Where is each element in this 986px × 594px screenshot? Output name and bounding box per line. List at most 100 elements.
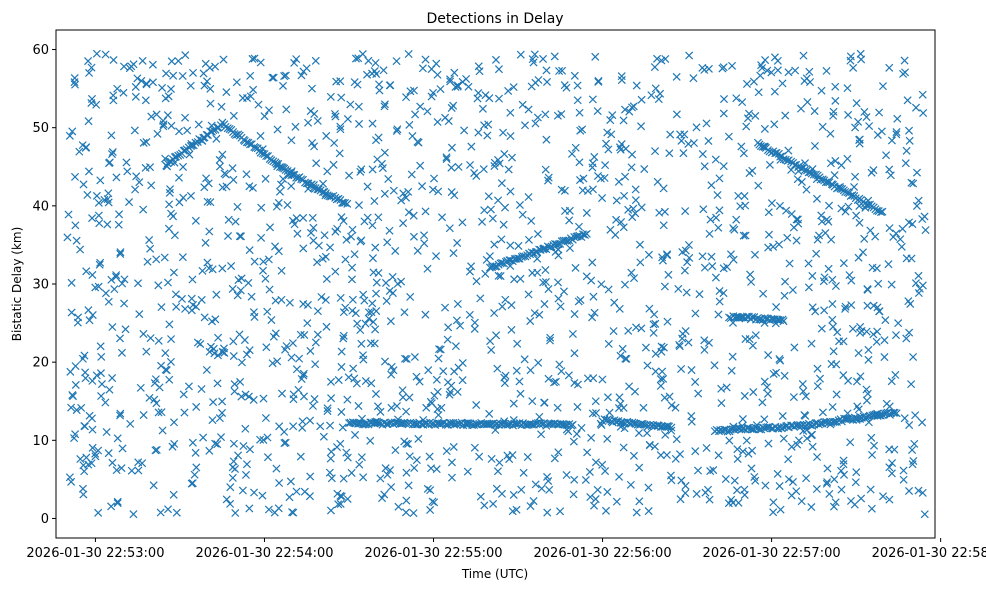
data-point <box>374 213 383 222</box>
data-point <box>494 65 503 74</box>
data-point <box>494 94 504 103</box>
data-point <box>885 495 894 504</box>
data-point <box>116 409 125 418</box>
data-point <box>635 497 644 506</box>
data-point <box>438 213 447 222</box>
data-point <box>292 55 301 64</box>
data-point <box>848 324 857 333</box>
data-point <box>88 270 97 279</box>
data-point <box>604 145 613 154</box>
data-point <box>712 213 721 222</box>
data-point <box>330 109 339 118</box>
data-point <box>899 475 908 484</box>
data-point <box>274 247 283 256</box>
data-point <box>515 377 524 386</box>
data-point <box>414 434 423 443</box>
data-point <box>818 408 827 417</box>
data-point <box>250 257 259 266</box>
data-point <box>808 303 817 312</box>
data-point <box>433 387 442 396</box>
data-point <box>700 263 709 272</box>
data-point <box>817 217 826 226</box>
data-point <box>135 310 144 319</box>
data-point <box>161 349 170 358</box>
data-point <box>463 467 472 476</box>
y-tick-label: 30 <box>32 278 49 293</box>
data-point <box>261 274 270 283</box>
data-point <box>96 176 105 185</box>
data-point <box>476 492 485 501</box>
data-point <box>191 216 200 225</box>
data-point <box>775 201 784 210</box>
data-point <box>78 141 87 150</box>
data-point <box>699 205 708 214</box>
data-point <box>711 273 720 282</box>
data-point <box>94 198 103 207</box>
data-point <box>259 257 268 266</box>
data-point <box>411 110 420 119</box>
data-point <box>909 352 918 362</box>
data-point <box>841 207 850 216</box>
data-point <box>543 508 552 517</box>
data-point <box>617 218 626 227</box>
data-point <box>154 281 163 290</box>
data-point <box>313 330 322 339</box>
data-point <box>767 199 776 208</box>
data-point <box>434 354 443 363</box>
data-point <box>118 444 127 453</box>
data-point <box>200 183 209 192</box>
data-point <box>612 215 621 224</box>
data-point <box>726 250 735 259</box>
data-point <box>888 458 897 468</box>
data-point <box>94 211 103 220</box>
data-point <box>534 75 543 84</box>
data-point <box>326 454 335 463</box>
data-point <box>878 82 887 91</box>
data-point <box>789 393 798 402</box>
data-point <box>122 158 131 167</box>
data-point <box>160 253 169 262</box>
data-point <box>71 362 80 371</box>
data-point <box>464 82 473 91</box>
data-point <box>348 306 357 315</box>
data-point <box>380 102 389 111</box>
data-point <box>71 380 80 389</box>
data-point <box>490 162 499 171</box>
data-point <box>392 126 401 135</box>
data-point <box>83 190 92 199</box>
data-point <box>862 396 871 405</box>
data-point <box>259 435 268 445</box>
data-point <box>402 468 411 477</box>
data-point <box>376 407 385 416</box>
y-tick-label: 10 <box>32 434 49 449</box>
x-tick-label: 2026-01-30 22:54:00 <box>195 546 333 561</box>
data-point <box>287 136 296 145</box>
data-point <box>363 70 372 79</box>
data-point <box>472 277 481 286</box>
data-point <box>432 375 441 384</box>
data-point <box>449 442 458 451</box>
data-point <box>273 125 282 134</box>
data-point <box>645 441 654 450</box>
data-point <box>422 403 431 412</box>
data-point <box>574 222 584 231</box>
data-point <box>292 214 301 223</box>
data-point <box>892 229 901 238</box>
data-point <box>704 136 713 146</box>
data-point <box>569 490 578 499</box>
data-point <box>117 464 126 473</box>
data-point <box>330 139 339 148</box>
data-point <box>402 439 411 448</box>
data-point <box>172 508 181 517</box>
data-point <box>88 376 97 385</box>
data-point <box>72 406 81 415</box>
data-point <box>145 236 154 245</box>
data-point <box>169 268 178 277</box>
data-point <box>374 133 383 142</box>
data-point <box>740 485 749 494</box>
data-point <box>529 58 538 67</box>
data-point <box>423 264 432 273</box>
data-point <box>770 87 779 96</box>
data-point <box>644 483 653 492</box>
data-point <box>542 135 551 144</box>
